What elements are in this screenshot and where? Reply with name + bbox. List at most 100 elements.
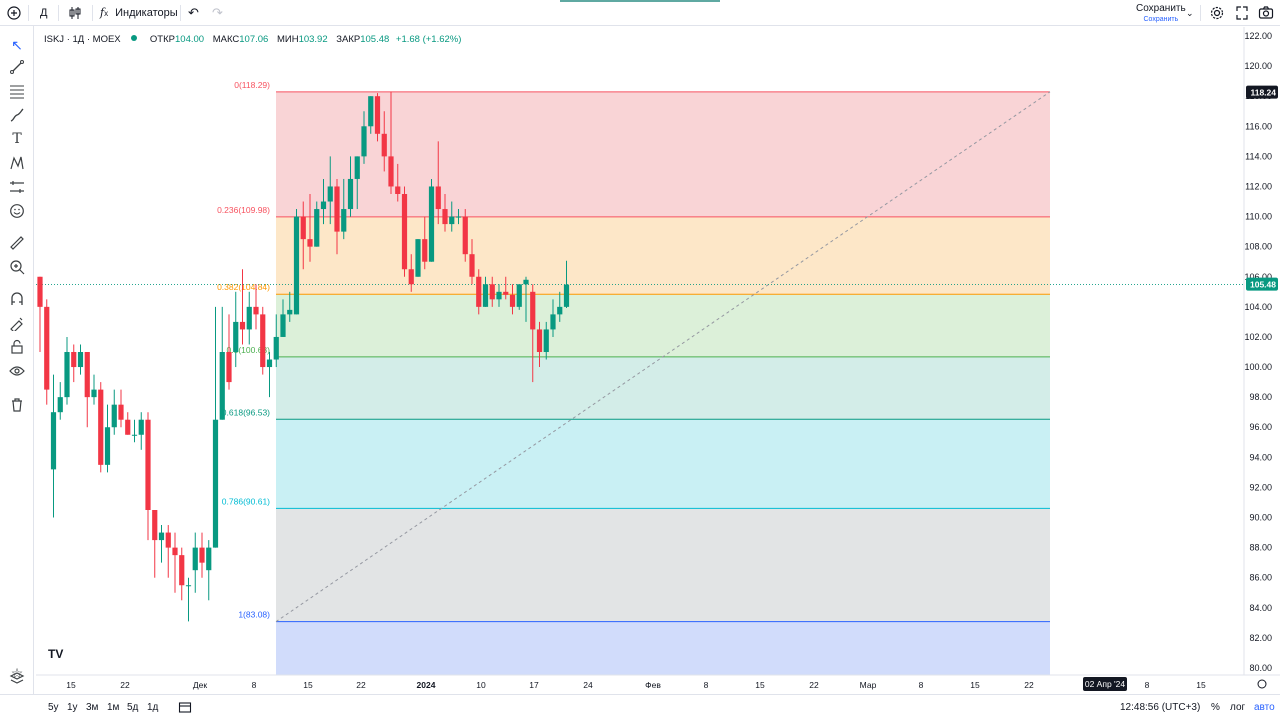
candle-body[interactable] <box>374 96 381 134</box>
candle-body[interactable] <box>158 532 165 541</box>
candles-compare-icon[interactable] <box>68 4 82 22</box>
lock-drawing-icon[interactable] <box>6 312 28 334</box>
trash-icon[interactable] <box>6 394 28 416</box>
range-5y[interactable]: 5y <box>48 702 59 713</box>
axis-settings-gear-icon[interactable] <box>1257 679 1267 689</box>
candle-body[interactable] <box>334 186 340 232</box>
candle-body[interactable] <box>327 186 333 202</box>
magnet-icon[interactable] <box>6 288 28 310</box>
candle-body[interactable] <box>415 239 421 277</box>
ruler-icon[interactable] <box>6 232 28 254</box>
candle-body[interactable] <box>293 216 300 315</box>
candle-body[interactable] <box>455 216 462 218</box>
candle-body[interactable] <box>165 532 171 548</box>
candle-body[interactable] <box>199 547 205 563</box>
clock-time[interactable]: 12:48:56 (UTC+3) <box>1120 702 1201 713</box>
candle-body[interactable] <box>192 547 198 571</box>
undo-icon[interactable]: ↶ <box>188 5 199 20</box>
candle-body[interactable] <box>84 352 90 398</box>
candle-body[interactable] <box>145 419 151 510</box>
candle-body[interactable] <box>77 352 84 368</box>
candle-body[interactable] <box>368 96 374 127</box>
range-5d[interactable]: 5д <box>127 702 139 713</box>
eye-icon[interactable] <box>6 360 28 382</box>
fib-tools-icon[interactable] <box>6 80 28 102</box>
range-1y[interactable]: 1y <box>67 702 78 713</box>
candle-body[interactable] <box>260 314 266 368</box>
candle-body[interactable] <box>516 284 522 307</box>
candle-body[interactable] <box>57 397 63 413</box>
candle-body[interactable] <box>469 254 475 277</box>
interval-button[interactable]: Д <box>40 7 48 19</box>
range-1d[interactable]: 1д <box>147 702 159 713</box>
candle-body[interactable] <box>172 547 178 556</box>
candle-body[interactable] <box>273 336 279 360</box>
candle-body[interactable] <box>442 209 448 225</box>
indicators-button[interactable]: fx Индикаторы <box>100 6 178 19</box>
auto-toggle[interactable]: авто <box>1254 702 1275 713</box>
candle-body[interactable] <box>239 321 246 330</box>
candle-body[interactable] <box>354 156 360 179</box>
candle-body[interactable] <box>125 419 131 435</box>
candle-body[interactable] <box>37 276 43 307</box>
candle-body[interactable] <box>550 314 556 330</box>
percent-toggle[interactable]: % <box>1211 702 1220 713</box>
candle-body[interactable] <box>347 178 354 210</box>
candle-body[interactable] <box>233 321 239 352</box>
lock-icon[interactable] <box>6 336 28 358</box>
candle-body[interactable] <box>408 269 414 285</box>
chevron-down-icon[interactable]: ⌄ <box>1186 8 1194 18</box>
candle-body[interactable] <box>118 404 124 420</box>
candle-body[interactable] <box>314 209 320 247</box>
candle-body[interactable] <box>462 216 468 255</box>
calendar-goto-icon[interactable] <box>178 700 192 717</box>
candle-body[interactable] <box>104 427 111 465</box>
candle-body[interactable] <box>131 434 138 436</box>
text-icon[interactable]: T <box>12 131 22 147</box>
candle-body[interactable] <box>422 239 428 262</box>
candle-body[interactable] <box>530 291 536 330</box>
candle-body[interactable] <box>71 352 77 368</box>
plus-circle-icon[interactable] <box>6 4 22 22</box>
save-button[interactable]: Сохранить Сохранить <box>1136 3 1186 23</box>
camera-icon[interactable] <box>1258 4 1274 22</box>
candle-body[interactable] <box>152 510 158 541</box>
candle-body[interactable] <box>44 306 50 390</box>
candle-body[interactable] <box>320 201 327 210</box>
candle-body[interactable] <box>64 352 70 398</box>
candle-body[interactable] <box>388 156 394 187</box>
candle-body[interactable] <box>476 276 482 307</box>
layers-icon[interactable] <box>6 668 28 690</box>
chart-area[interactable]: 0(118.29) 0.236(109.98) 0.382(104.84) 0.5(1… <box>36 27 1280 694</box>
candle-body[interactable] <box>509 294 516 307</box>
candle-body[interactable] <box>111 404 117 428</box>
candle-body[interactable] <box>482 284 489 307</box>
candle-body[interactable] <box>266 359 273 368</box>
range-3m[interactable]: 3м <box>86 702 99 713</box>
fib-trend-line[interactable] <box>275 91 1051 623</box>
log-toggle[interactable]: лог <box>1230 702 1246 713</box>
zoom-icon[interactable] <box>6 256 28 278</box>
candle-body[interactable] <box>206 547 212 571</box>
fullscreen-icon[interactable] <box>1235 4 1249 22</box>
pattern-icon[interactable] <box>6 152 28 174</box>
candle-body[interactable] <box>503 291 509 295</box>
candle-body[interactable] <box>543 329 549 352</box>
cursor-icon[interactable]: ↖ <box>11 36 23 53</box>
candle-body[interactable] <box>253 306 259 315</box>
candle-body[interactable] <box>523 279 529 285</box>
candle-body[interactable] <box>381 133 387 157</box>
candle-body[interactable] <box>226 352 232 383</box>
redo-icon[interactable]: ↷ <box>212 5 223 20</box>
price-axis-bg[interactable] <box>1244 27 1280 675</box>
range-1m[interactable]: 1м <box>107 702 120 713</box>
candle-body[interactable] <box>138 419 144 435</box>
candle-body[interactable] <box>435 186 441 210</box>
tradingview-logo[interactable]: TV <box>48 647 64 661</box>
candle-body[interactable] <box>395 186 401 194</box>
candle-body[interactable] <box>246 306 252 330</box>
candle-body[interactable] <box>50 412 57 470</box>
candle-body[interactable] <box>428 186 435 262</box>
candle-body[interactable] <box>496 291 502 300</box>
candle-body[interactable] <box>212 419 219 548</box>
